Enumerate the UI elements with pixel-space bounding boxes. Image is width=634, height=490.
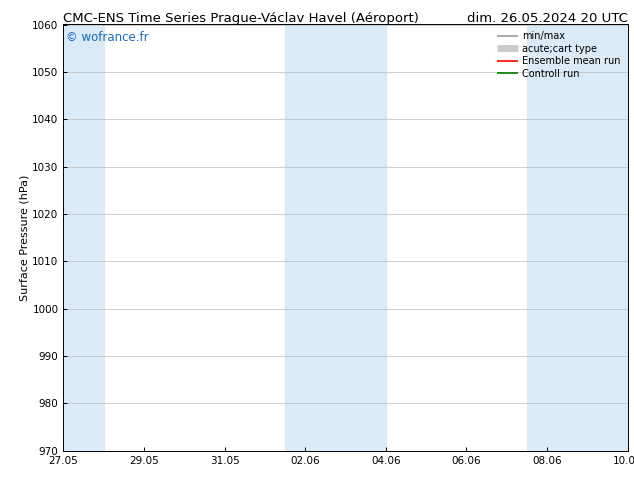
Bar xyxy=(285,24,386,451)
Text: CMC-ENS Time Series Prague-Václav Havel (Aéroport): CMC-ENS Time Series Prague-Václav Havel … xyxy=(63,12,419,25)
Legend: min/max, acute;cart type, Ensemble mean run, Controll run: min/max, acute;cart type, Ensemble mean … xyxy=(493,27,624,82)
Text: © wofrance.fr: © wofrance.fr xyxy=(66,31,149,44)
Text: dim. 26.05.2024 20 UTC: dim. 26.05.2024 20 UTC xyxy=(467,12,628,25)
Bar xyxy=(63,24,104,451)
Y-axis label: Surface Pressure (hPa): Surface Pressure (hPa) xyxy=(20,174,30,301)
Bar xyxy=(527,24,628,451)
